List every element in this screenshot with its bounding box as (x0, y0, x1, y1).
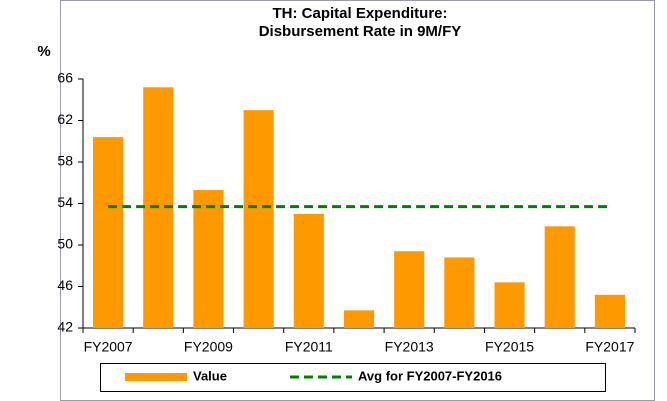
legend-label: Value (193, 368, 227, 383)
bar (444, 257, 475, 328)
y-axis-label: % (37, 43, 50, 60)
y-tick-label: 42 (57, 319, 73, 335)
y-tick-label: 50 (57, 236, 73, 252)
x-tick-label: FY2013 (385, 339, 434, 355)
legend-label: Avg for FY2007-FY2016 (358, 368, 502, 383)
bar (394, 251, 425, 328)
bar (93, 137, 124, 328)
bar (594, 294, 625, 328)
x-tick-label: FY2017 (585, 339, 634, 355)
chart-title: Disbursement Rate in 9M/FY (259, 23, 462, 40)
y-tick-label: 54 (57, 194, 73, 210)
bar (544, 226, 575, 328)
y-tick-label: 46 (57, 277, 73, 293)
bar (193, 190, 224, 328)
x-tick-label: FY2015 (485, 339, 534, 355)
bar (343, 310, 375, 328)
y-tick-label: 66 (57, 70, 73, 86)
y-tick-label: 62 (57, 111, 73, 127)
bar (243, 110, 274, 328)
legend-swatch (125, 373, 187, 381)
bar (494, 282, 525, 328)
chart-title: TH: Capital Expenditure: (272, 5, 447, 22)
x-tick-label: FY2007 (84, 339, 133, 355)
x-tick-label: FY2009 (184, 339, 233, 355)
bar (293, 213, 324, 328)
x-tick-label: FY2011 (285, 339, 333, 355)
y-tick-label: 58 (57, 153, 73, 169)
